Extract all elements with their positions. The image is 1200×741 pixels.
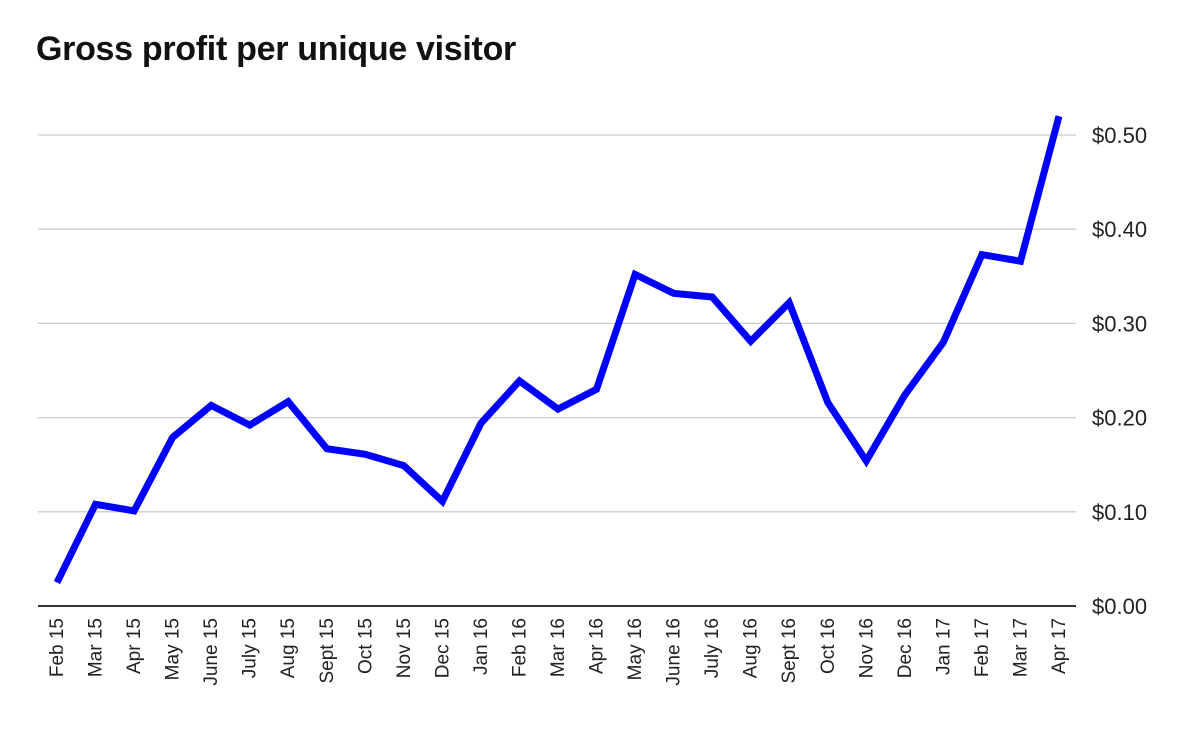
x-tick-label: July 16 [702, 618, 723, 678]
x-tick-label: Nov 16 [856, 618, 877, 678]
x-axis-ticks: Feb 15 Mar 15 Apr 15 May 15 June 15 July 15 Au… [47, 618, 1070, 686]
x-tick-label: Sept 15 [317, 618, 338, 684]
x-tick-label: Dec 16 [895, 618, 916, 678]
x-tick-label: Jan 16 [471, 618, 492, 675]
x-tick-label: Oct 16 [818, 618, 839, 674]
x-tick-label: Apr 17 [1049, 618, 1070, 674]
y-axis-ticks: $0.00 $0.10 $0.20 $0.30 $0.40 $0.50 [1092, 123, 1147, 619]
x-tick-label: Sept 16 [779, 618, 800, 684]
y-tick-label: $0.20 [1092, 406, 1147, 431]
x-tick-label: Mar 16 [548, 618, 569, 677]
x-tick-label: June 15 [201, 618, 222, 686]
gridlines [38, 134, 1076, 607]
x-tick-label: Dec 15 [432, 618, 453, 678]
y-tick-label: $0.10 [1092, 500, 1147, 525]
x-tick-label: Apr 15 [124, 618, 145, 674]
y-tick-label: $0.40 [1092, 217, 1147, 242]
x-tick-label: June 16 [664, 618, 685, 686]
x-tick-label: Oct 15 [355, 618, 376, 674]
y-tick-label: $0.50 [1092, 123, 1147, 148]
x-tick-label: Mar 17 [1010, 618, 1031, 677]
x-tick-label: Nov 15 [394, 618, 415, 678]
chart-title: Gross profit per unique visitor [36, 30, 516, 68]
x-tick-label: Mar 15 [86, 618, 107, 677]
x-tick-label: Feb 17 [972, 618, 993, 677]
x-tick-label: Apr 16 [587, 618, 608, 674]
series-layer [53, 115, 1063, 585]
y-tick-label: $0.00 [1092, 594, 1147, 619]
x-tick-label: Feb 15 [47, 618, 68, 677]
y-tick-label: $0.30 [1092, 311, 1147, 336]
x-tick-label: Aug 16 [741, 618, 762, 678]
x-tick-label: July 15 [240, 618, 261, 678]
x-tick-label: May 15 [163, 618, 184, 680]
x-tick-label: Jan 17 [933, 618, 954, 675]
x-tick-label: Feb 16 [509, 618, 530, 677]
x-tick-label: May 16 [625, 618, 646, 680]
series-line [53, 115, 1063, 585]
x-tick-label: Aug 15 [278, 618, 299, 678]
